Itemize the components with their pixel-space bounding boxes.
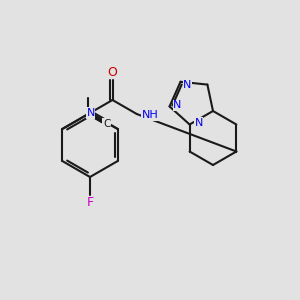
Text: O: O xyxy=(108,65,118,79)
Text: N: N xyxy=(86,108,95,118)
Text: NH: NH xyxy=(142,110,158,120)
Text: C: C xyxy=(103,119,110,129)
Text: N: N xyxy=(183,80,192,90)
Text: N: N xyxy=(173,100,182,110)
Text: N: N xyxy=(194,118,203,128)
Text: F: F xyxy=(86,196,94,209)
